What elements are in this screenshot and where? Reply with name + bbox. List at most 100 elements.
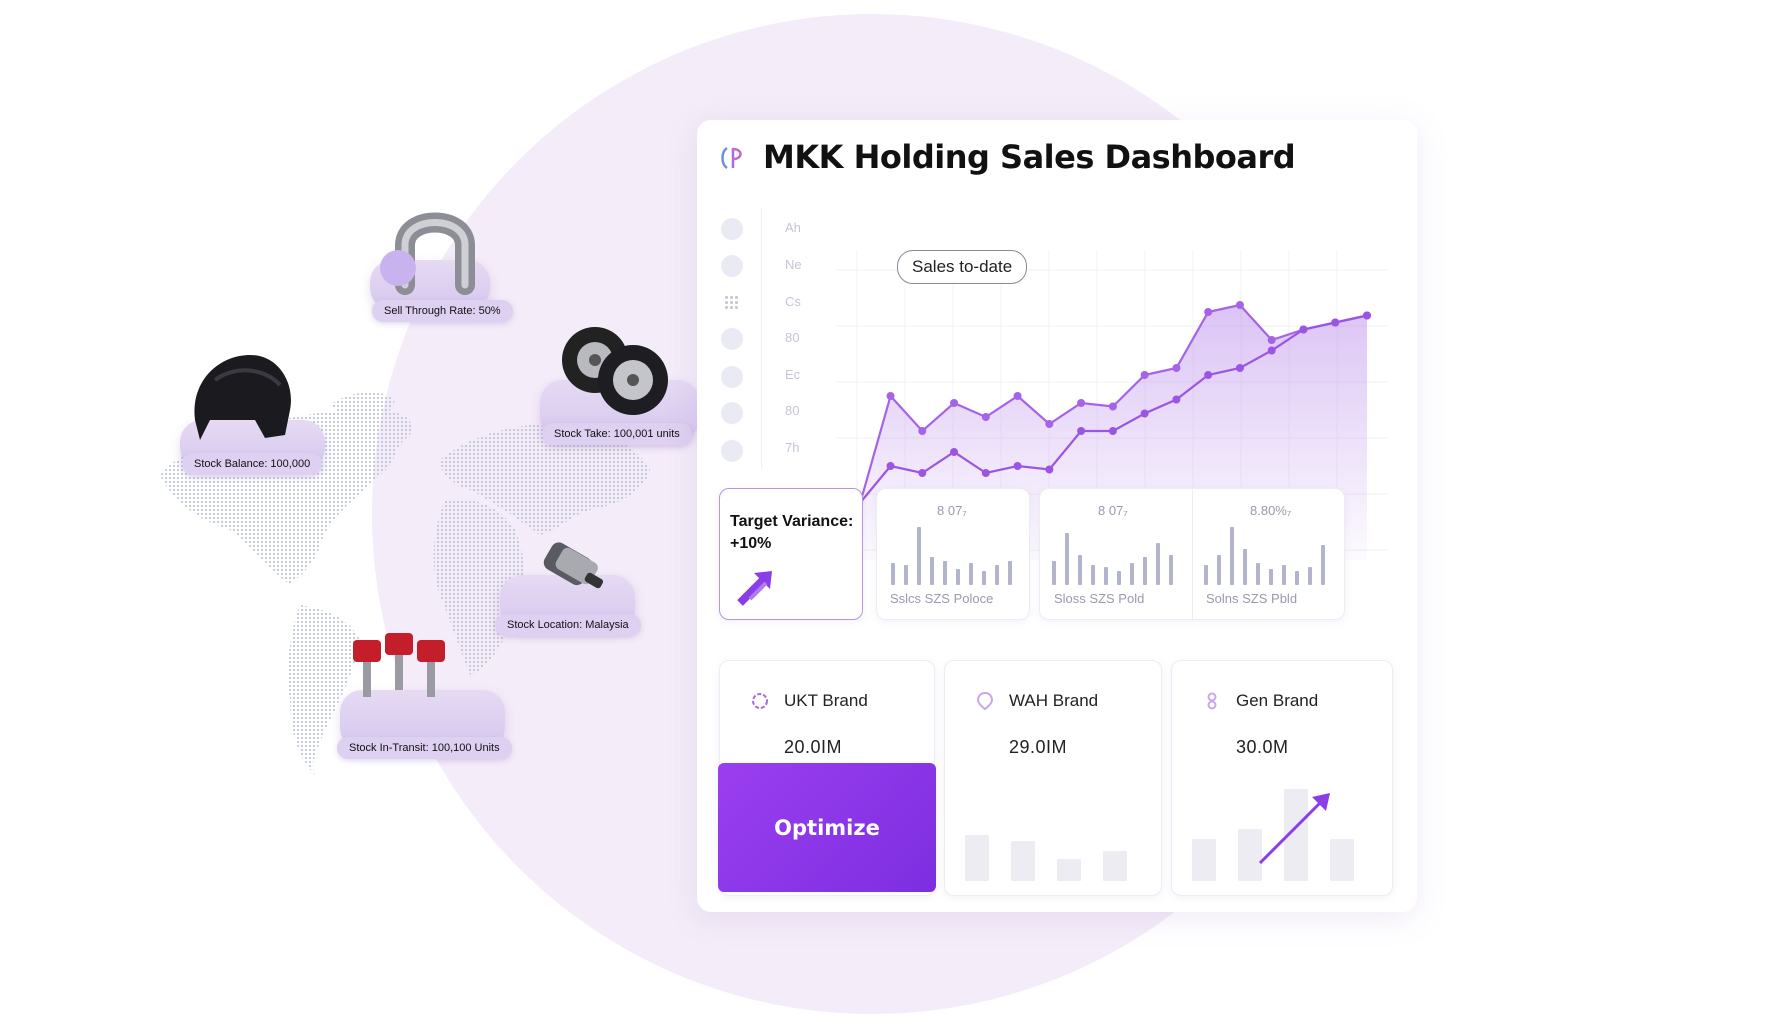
mini-bar — [1065, 533, 1069, 585]
sidebar-icon[interactable] — [721, 255, 743, 277]
page-title: MKK Holding Sales Dashboard — [763, 138, 1296, 176]
mini-bar — [1230, 527, 1234, 585]
brand-card-wah[interactable]: WAH Brand 29.0IM — [944, 660, 1162, 896]
data-point — [1363, 311, 1371, 320]
u-bolt-icon — [380, 212, 475, 295]
bolt-part-icon — [543, 542, 604, 589]
data-point — [1331, 318, 1340, 327]
brand-bar-chart — [965, 835, 1127, 881]
mini-bar — [891, 563, 895, 585]
brand-value: 20.0IM — [784, 737, 843, 757]
data-point — [1108, 427, 1117, 435]
mini-bar — [1238, 829, 1262, 881]
stock-take-item: Stock Take: 100,001 units — [530, 325, 705, 455]
data-point — [1172, 395, 1181, 404]
sidebar-icon[interactable] — [721, 366, 743, 388]
mini-bar — [1104, 567, 1108, 585]
data-point — [1108, 402, 1117, 411]
y-axis-label: 80 — [785, 330, 800, 345]
mini-bar — [1204, 565, 1208, 585]
mini-bar — [943, 561, 947, 585]
stock-in-transit-label: Stock In-Transit: 100,100 Units — [337, 737, 512, 759]
mini-bar — [982, 571, 986, 585]
flower-icon — [752, 693, 768, 709]
mini-bar — [1243, 549, 1247, 585]
mini-bar — [1143, 557, 1147, 585]
brand-name: Gen Brand — [1236, 691, 1319, 710]
y-axis-label: Ec — [785, 367, 801, 382]
data-point — [950, 448, 959, 456]
mini-bar — [1052, 561, 1056, 585]
mini-bar-chart — [1052, 533, 1173, 585]
series-line-2 — [826, 314, 1368, 513]
valve-parts-icon — [353, 633, 445, 697]
mini-bar — [1008, 561, 1012, 585]
data-point — [1299, 325, 1308, 334]
series-line-1 — [826, 303, 1368, 513]
mini-bar-chart — [1204, 527, 1325, 585]
mini-bar — [917, 527, 921, 585]
sidebar-icon[interactable] — [721, 440, 743, 462]
mini-bar — [1256, 563, 1260, 585]
brand-value: 30.0M — [1236, 737, 1289, 757]
mini-bar — [995, 565, 999, 585]
stock-take-label: Stock Take: 100,001 units — [542, 423, 692, 445]
mini-bar — [930, 557, 934, 585]
data-point — [1013, 392, 1022, 400]
mini-bar — [969, 563, 973, 585]
brand-card-gen[interactable]: Gen Brand 30.0M — [1171, 660, 1393, 896]
data-point — [1140, 409, 1149, 418]
brand-bar-chart — [1192, 789, 1354, 881]
data-point — [886, 392, 895, 400]
mini-bar — [956, 569, 960, 585]
data-point — [918, 469, 927, 477]
mini-bar — [1282, 565, 1286, 585]
optimize-button[interactable]: Optimize — [718, 763, 936, 892]
brand-name: WAH Brand — [1009, 691, 1099, 710]
data-point — [1013, 462, 1022, 470]
mini-bar — [1091, 565, 1095, 585]
data-point — [1140, 371, 1149, 379]
sidebar-icon[interactable] — [721, 218, 743, 240]
mini-stat-top: 8 07₇ — [1098, 503, 1128, 518]
data-point — [1077, 427, 1086, 435]
mini-bar — [1103, 851, 1127, 881]
mini-stat-card-wide[interactable]: 8 07₇ Sloss SZS Pold 8.80%₇ Solns SZS Pb… — [1039, 488, 1345, 620]
data-point — [1235, 364, 1244, 372]
target-variance-label: Target Variance: +10% — [730, 513, 854, 552]
mini-stat-card[interactable]: 8 07₇ Sslcs SZS Poloce — [876, 488, 1030, 620]
sidebar-icon[interactable] — [721, 328, 743, 350]
growth-arrow-icon — [1258, 793, 1330, 865]
mini-bar — [1011, 841, 1035, 881]
data-point — [950, 399, 959, 407]
data-point — [1267, 336, 1276, 344]
mini-stat-bottom: Solns SZS Pbld — [1206, 591, 1298, 606]
stock-balance-label: Stock Balance: 100,000 — [182, 453, 323, 475]
mini-stat-top: 8.80%₇ — [1250, 503, 1292, 518]
dashboard-logo-icon — [721, 146, 742, 170]
location-pin-icon — [976, 691, 994, 711]
mini-bar — [965, 835, 989, 881]
stock-in-transit-item: Stock In-Transit: 100,100 Units — [330, 625, 520, 760]
card-divider — [1192, 489, 1193, 619]
data-point — [981, 413, 990, 421]
sell-through-label: Sell Through Rate: 50% — [372, 300, 513, 322]
sales-to-date-pill[interactable]: Sales to-date — [897, 250, 1028, 284]
sidebar-icon[interactable] — [721, 402, 743, 424]
grid-dots-icon[interactable] — [724, 295, 740, 311]
link-icon — [1207, 692, 1217, 710]
data-point — [1204, 308, 1213, 316]
mini-bar — [1169, 555, 1173, 585]
mini-bar — [904, 565, 908, 585]
data-point — [1267, 346, 1276, 355]
helmet-icon — [194, 355, 291, 440]
stock-location-item: Stock Location: Malaysia — [495, 535, 645, 645]
data-point — [1077, 399, 1086, 407]
y-axis-label: Cs — [785, 294, 801, 309]
dashboard-panel: MKK Holding Sales Dashboard Ah Ne Cs 80 … — [697, 120, 1417, 912]
y-axis-label: 7h — [785, 440, 800, 455]
target-variance-card[interactable]: Target Variance: +10% — [719, 488, 863, 620]
brand-name: UKT Brand — [784, 691, 868, 710]
mini-stat-bottom: Sslcs SZS Poloce — [890, 591, 994, 606]
mini-bar — [1117, 571, 1121, 585]
